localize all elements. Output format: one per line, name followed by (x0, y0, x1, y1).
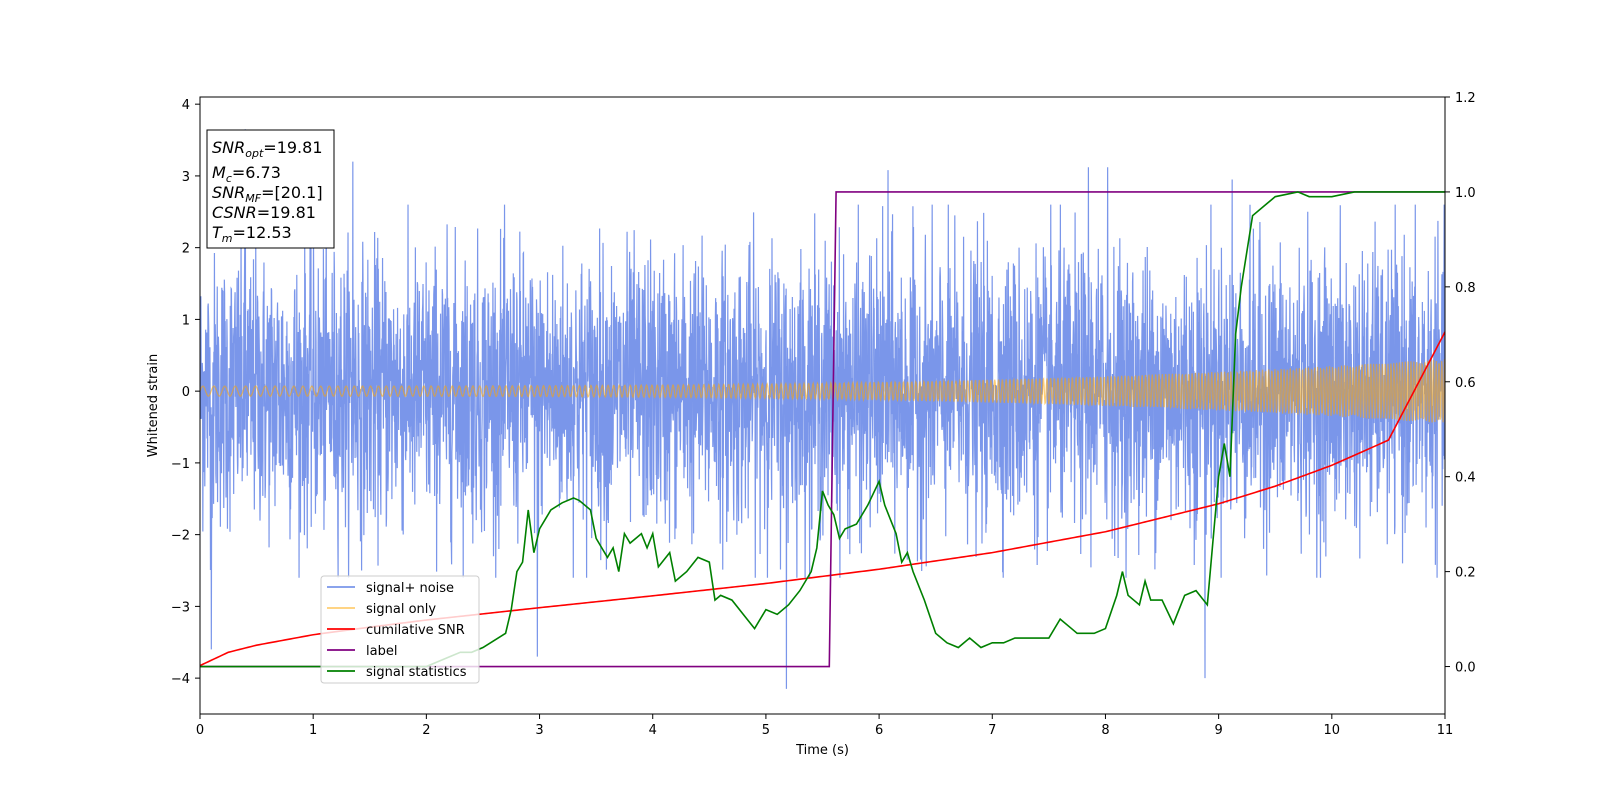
y-left-tick-label: 4 (182, 98, 190, 113)
y-left-tick-label: −4 (171, 672, 190, 687)
legend-item-label-label: label (366, 644, 397, 659)
info-tm: Tm=12.53 (212, 223, 292, 245)
x-tick-label: 4 (649, 723, 657, 738)
y-right-tick-label: 0.2 (1455, 566, 1476, 581)
info-tm-value: 12.53 (246, 223, 292, 242)
x-tick-label: 6 (875, 723, 883, 738)
y-left-tick-label: 1 (182, 313, 190, 328)
y-right-tick-label: 1.2 (1455, 91, 1476, 106)
info-csnr: CSNR=19.81 (212, 203, 316, 222)
info-box: SNRopt=19.81 Mc=6.73SNRMF=[20.1]CSNR=19.8… (206, 129, 335, 249)
y-left-tick-label: 0 (182, 385, 190, 400)
y-right-tick-label: 0.4 (1455, 471, 1476, 486)
y-right-tick-label: 1.0 (1455, 186, 1476, 201)
legend-item-cumilative-snr-label: cumilative SNR (366, 623, 465, 638)
y-axis-label: Whitened strain (146, 354, 161, 457)
y-left-tick-label: 2 (182, 242, 190, 257)
legend-frame (320, 575, 480, 684)
x-tick-label: 0 (196, 723, 204, 738)
info-mc-value: 6.73 (245, 163, 281, 182)
info-snr-mf-value: [20.1] (274, 183, 322, 202)
x-tick-label: 7 (988, 723, 996, 738)
axes: 0 1 2 3 4 5 6 7 8 9 10 1143210−1−2−3−41.21.00.80.60… (146, 91, 1476, 758)
series-label (200, 191, 1445, 668)
y-right-tick-label: 0.8 (1455, 281, 1476, 296)
info-mc: Mc=6.73 (212, 163, 281, 185)
legend: signal+ noise signal only cumilative SNR la… (320, 575, 480, 684)
legend-item-signal-only-label: signal only (366, 602, 436, 617)
y-right-tick-label: 0.6 (1455, 376, 1476, 391)
series-signal-statistics (200, 191, 1445, 668)
x-axis-label: Time (s) (795, 743, 849, 758)
info-snr-opt: SNRopt=19.81 (212, 138, 323, 160)
y-left-tick-label: 3 (182, 170, 190, 185)
legend-item-signal-noise-label: signal+ noise (366, 581, 454, 596)
series-signal-only (200, 359, 1445, 423)
x-tick-label: 5 (762, 723, 770, 738)
info-box-frame (206, 129, 335, 249)
x-tick-label: 2 (422, 723, 430, 738)
plot-frame (199, 96, 1446, 715)
info-csnr-value: 19.81 (270, 203, 316, 222)
y-right-tick-label: 0.0 (1455, 661, 1476, 676)
x-tick-label: 3 (535, 723, 543, 738)
info-snr-mf: SNRMF=[20.1] (212, 183, 323, 205)
y-left-tick-label: −2 (171, 529, 190, 544)
legend-item-signal-statistics-label: signal statistics (366, 665, 467, 680)
info-snr-opt-value: 19.81 (277, 138, 323, 157)
x-tick-label: 9 (1214, 723, 1222, 738)
x-tick-label: 1 (309, 723, 317, 738)
x-tick-label: 11 (1437, 723, 1454, 738)
y-left-tick-label: −1 (171, 457, 190, 472)
x-tick-label: 10 (1324, 723, 1341, 738)
y-left-tick-label: −3 (171, 600, 190, 615)
x-tick-label: 8 (1101, 723, 1109, 738)
series-signal-noise (200, 129, 1445, 689)
